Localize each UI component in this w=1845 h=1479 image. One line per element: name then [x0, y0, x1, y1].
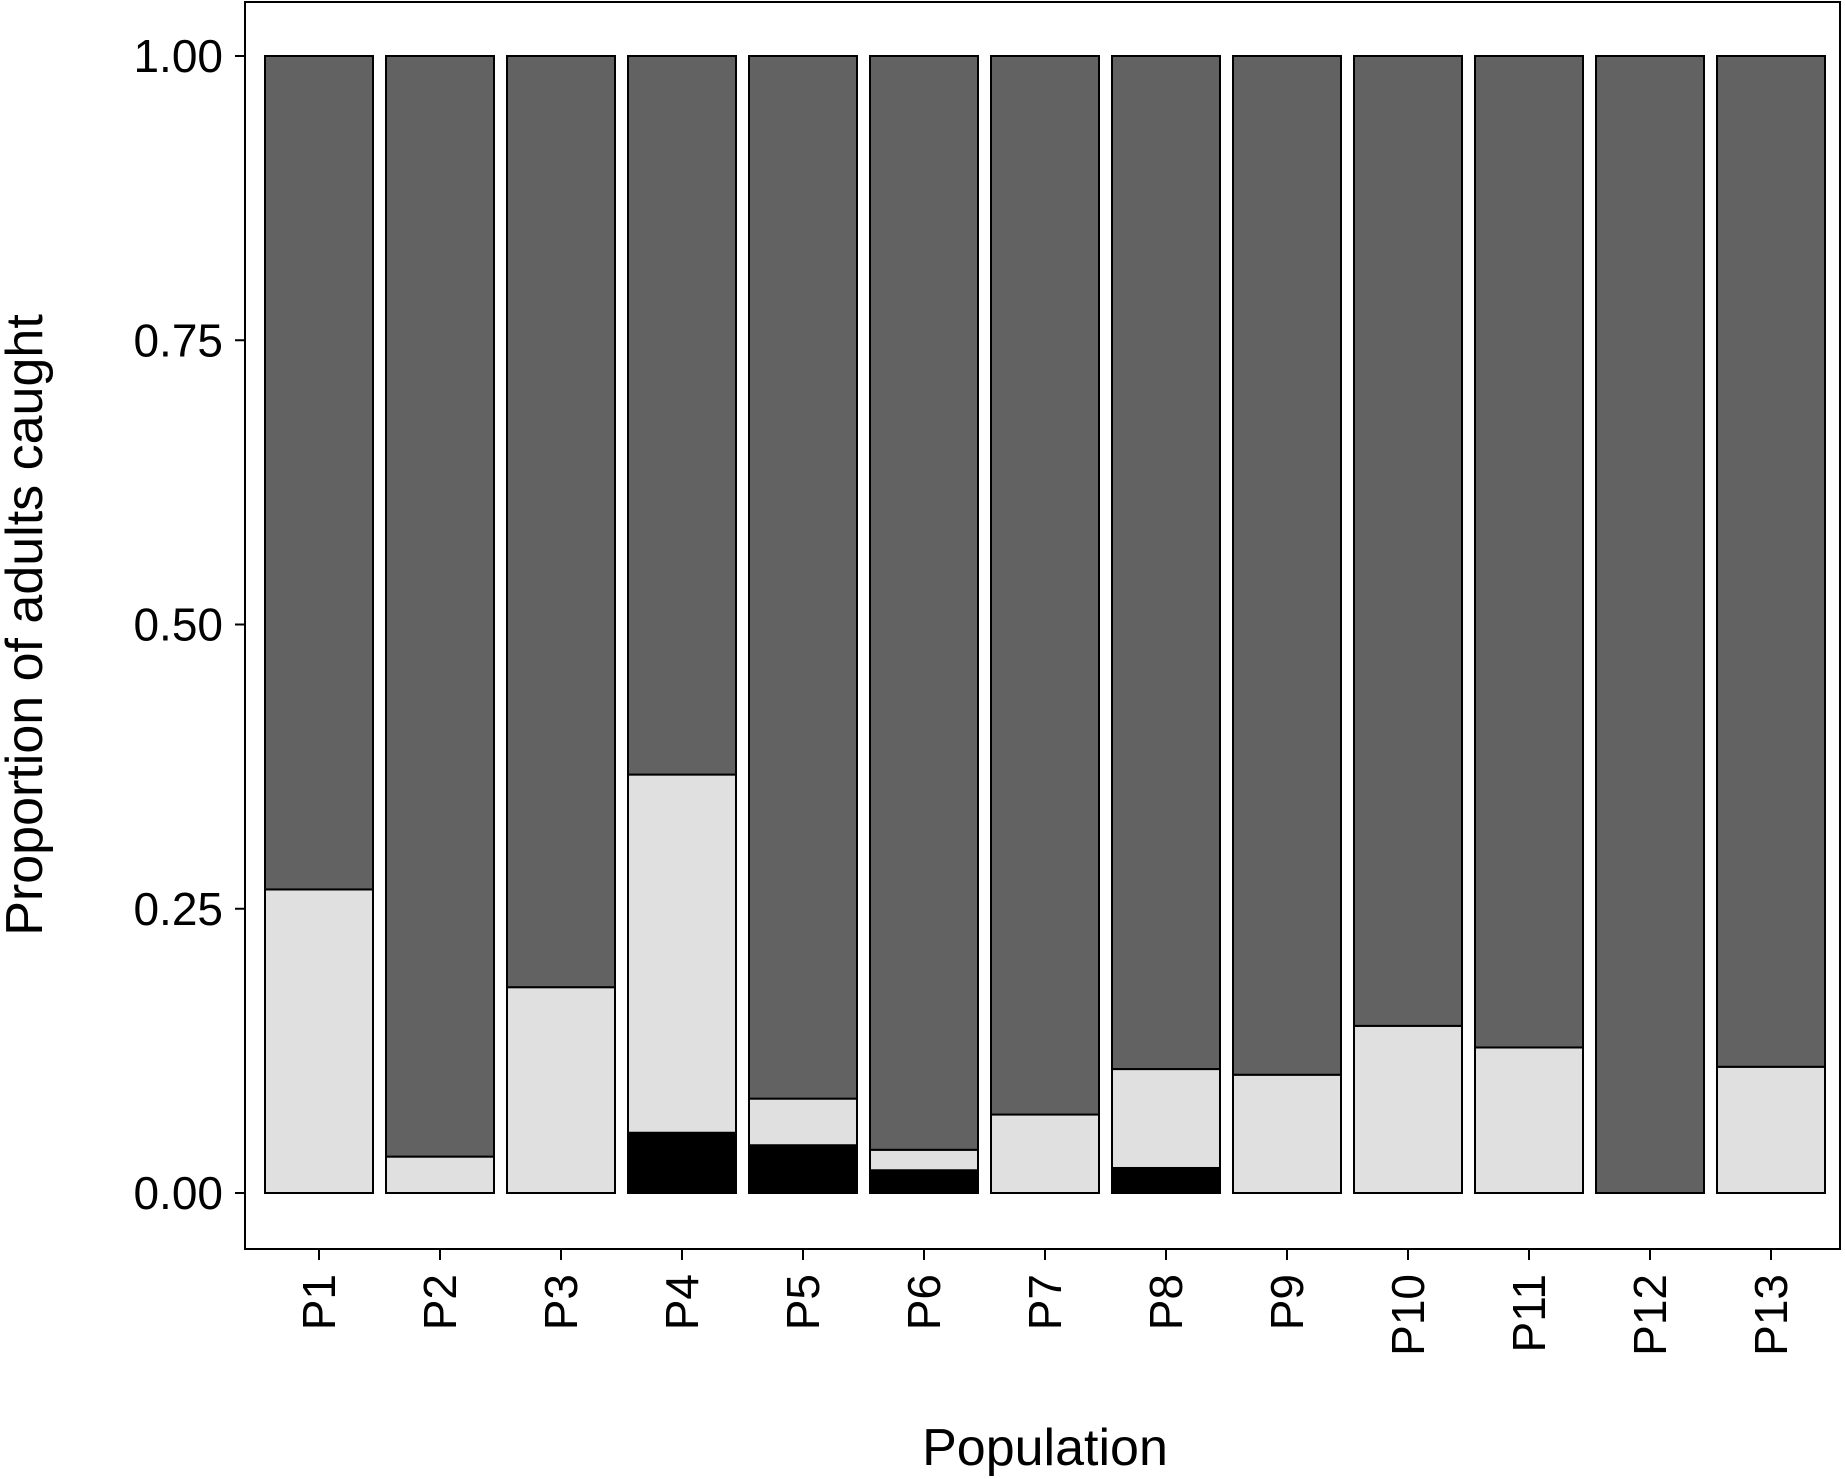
bar-segment-p5-s2: [748, 1097, 858, 1147]
bar-segment-p7-s3: [990, 55, 1100, 1116]
x-tick-label: P3: [535, 1274, 587, 1330]
bar-group-p12: [1595, 55, 1705, 1194]
y-tick-label: 0.50: [133, 599, 223, 651]
x-tick-label: P6: [898, 1274, 950, 1330]
bar-group-p2: [385, 55, 495, 1194]
bar-group-p10: [1353, 55, 1463, 1194]
bar-segment-p10-s2: [1353, 1024, 1463, 1194]
bar-group-p5: [748, 55, 858, 1194]
y-axis: 0.00 0.25 0.50 0.75 1.00: [133, 30, 245, 1219]
bar-segment-p13-s3: [1716, 55, 1826, 1068]
bar-segment-p8-s2: [1111, 1068, 1221, 1169]
bar-segment-p8-s1: [1111, 1166, 1221, 1194]
y-tick-label: 0.25: [133, 883, 223, 935]
x-axis-title: Population: [922, 1419, 1168, 1477]
bar-segment-p6-s3: [869, 55, 979, 1151]
x-tick-label: P4: [656, 1274, 708, 1330]
bar-segment-p12-s3: [1595, 55, 1705, 1194]
bar-group-p9: [1232, 55, 1342, 1194]
bar-segment-p9-s3: [1232, 55, 1342, 1076]
bar-segment-p6-s1: [869, 1169, 979, 1195]
bars: [264, 55, 1826, 1195]
x-tick-label: P13: [1745, 1274, 1797, 1356]
bar-segment-p13-s2: [1716, 1065, 1826, 1194]
bar-group-p6: [869, 55, 979, 1195]
x-tick-label: P9: [1261, 1274, 1313, 1330]
x-tick-label: P10: [1382, 1274, 1434, 1356]
bar-segment-p5-s1: [748, 1144, 858, 1194]
y-tick-label: 0.00: [133, 1167, 223, 1219]
x-tick-label: P5: [777, 1274, 829, 1330]
bar-segment-p8-s3: [1111, 55, 1221, 1071]
x-tick-label: P7: [1019, 1274, 1071, 1330]
bar-segment-p4-s2: [627, 773, 737, 1134]
x-tick-label: P8: [1140, 1274, 1192, 1330]
y-axis-title: Proportion of adults caught: [0, 314, 54, 936]
bar-segment-p1-s2: [264, 888, 374, 1195]
x-axis: P1 P2 P3 P4 P5 P6 P7 P8 P9 P10 P11 P12 P13: [293, 1249, 1797, 1356]
y-tick-label: 0.75: [133, 314, 223, 366]
bar-segment-p6-s2: [869, 1148, 979, 1172]
bar-segment-p4-s1: [627, 1131, 737, 1195]
y-tick-label: 1.00: [133, 30, 223, 82]
bar-group-p3: [506, 55, 616, 1194]
bar-segment-p9-s2: [1232, 1073, 1342, 1194]
bar-segment-p2-s2: [385, 1155, 495, 1194]
bar-group-p13: [1716, 55, 1826, 1194]
bar-group-p11: [1474, 55, 1584, 1194]
bar-segment-p11-s2: [1474, 1046, 1584, 1194]
bar-group-p8: [1111, 55, 1221, 1194]
bar-segment-p4-s3: [627, 55, 737, 776]
bar-segment-p7-s2: [990, 1113, 1100, 1194]
bar-segment-p10-s3: [1353, 55, 1463, 1027]
bar-segment-p3-s3: [506, 55, 616, 989]
bar-group-p4: [627, 55, 737, 1195]
x-tick-label: P1: [293, 1274, 345, 1330]
bar-group-p7: [990, 55, 1100, 1194]
bar-segment-p2-s3: [385, 55, 495, 1158]
x-tick-label: P12: [1624, 1274, 1676, 1356]
x-tick-label: P2: [414, 1274, 466, 1330]
x-tick-label: P11: [1503, 1274, 1555, 1352]
bar-group-p1: [264, 55, 374, 1195]
bar-segment-p3-s2: [506, 986, 616, 1194]
bar-segment-p5-s3: [748, 55, 858, 1100]
bar-segment-p11-s3: [1474, 55, 1584, 1049]
bar-segment-p1-s3: [264, 55, 374, 891]
